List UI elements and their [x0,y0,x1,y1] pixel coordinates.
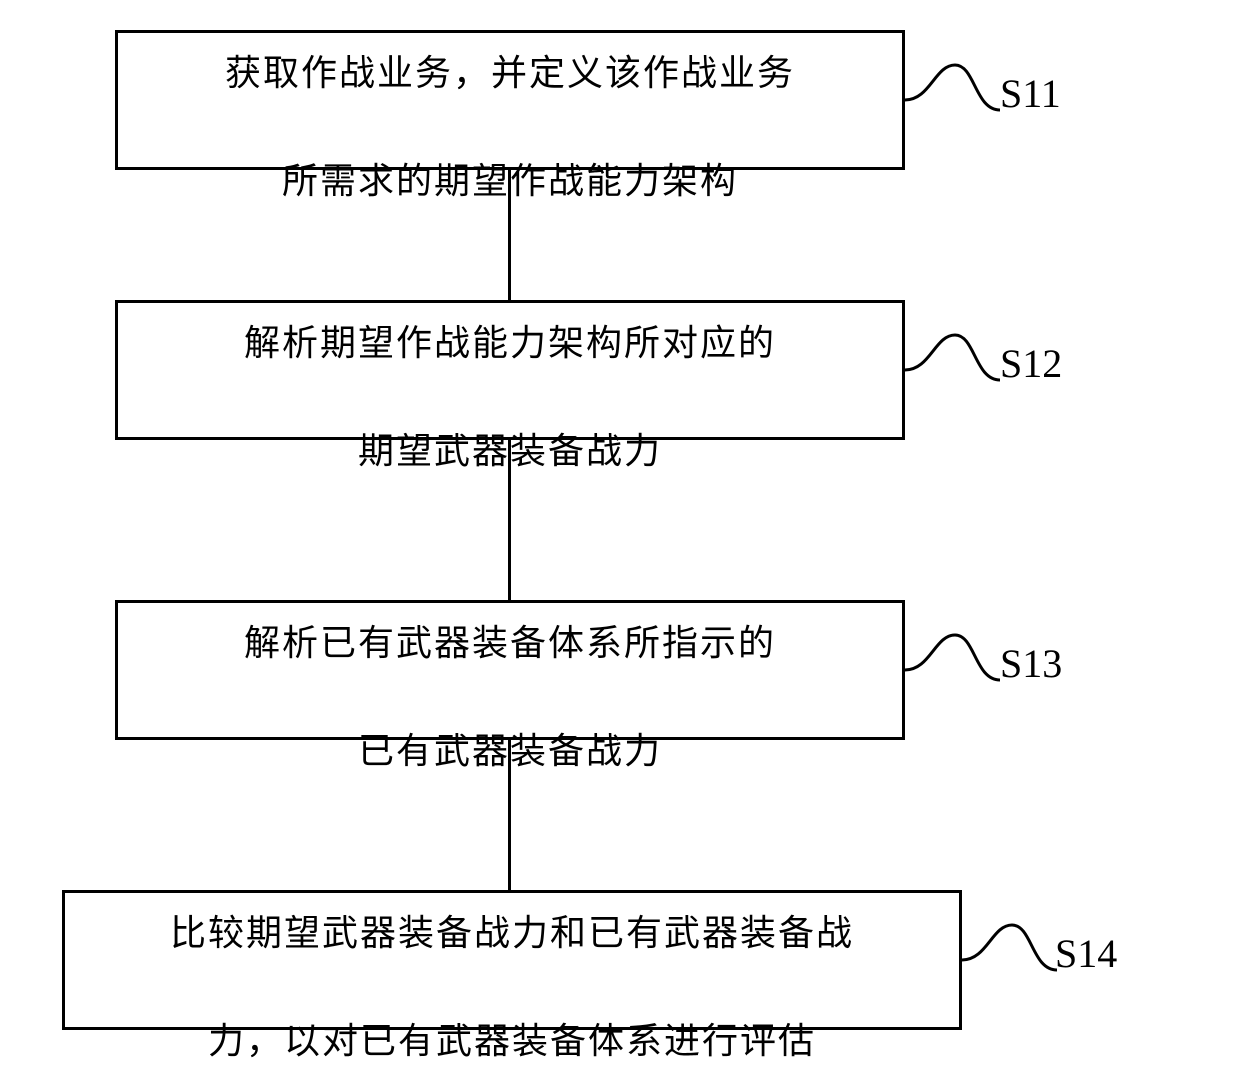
text-line: 比较期望武器装备战力和已有武器装备战 [170,913,854,953]
flow-node-text: 比较期望武器装备战力和已有武器装备战 力，以对已有武器装备体系进行评估 [170,852,854,1068]
text-line: 获取作战业务，并定义该作战业务 [225,53,795,93]
text-line: 解析期望作战能力架构所对应的 [244,323,776,363]
text-line: 解析已有武器装备体系所指示的 [244,623,776,663]
flowchart-canvas: 获取作战业务，并定义该作战业务 所需求的期望作战能力架构 S11 解析期望作战能… [0,0,1234,1063]
label-connector-curve [905,625,1000,695]
label-connector-curve [905,325,1000,395]
flow-node-s11: 获取作战业务，并定义该作战业务 所需求的期望作战能力架构 [115,30,905,170]
text-line: 力，以对已有武器装备体系进行评估 [208,1021,816,1061]
flow-node-s12: 解析期望作战能力架构所对应的 期望武器装备战力 [115,300,905,440]
step-label-s13: S13 [1000,640,1062,687]
label-connector-curve [905,55,1000,125]
flow-node-s13: 解析已有武器装备体系所指示的 已有武器装备战力 [115,600,905,740]
label-connector-curve [962,915,1057,985]
step-label-s12: S12 [1000,340,1062,387]
step-label-s11: S11 [1000,70,1061,117]
step-label-s14: S14 [1055,930,1117,977]
flow-node-s14: 比较期望武器装备战力和已有武器装备战 力，以对已有武器装备体系进行评估 [62,890,962,1030]
